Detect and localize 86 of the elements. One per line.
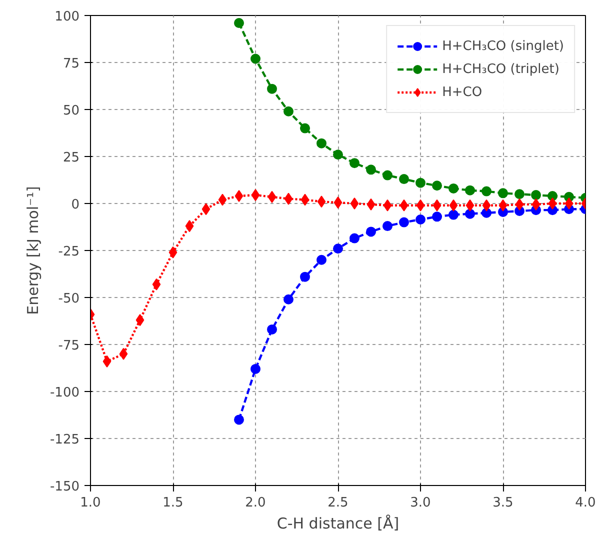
point <box>432 199 442 212</box>
point <box>152 278 161 290</box>
point <box>449 199 458 212</box>
point <box>250 54 260 64</box>
x-tick-label: 1.5 <box>162 496 184 510</box>
point <box>251 189 260 202</box>
y-tick-label: 100 <box>54 10 80 24</box>
point <box>300 123 310 134</box>
y-tick-label: -25 <box>58 244 80 260</box>
x-tick-label: 2.0 <box>245 496 266 510</box>
point <box>465 208 475 219</box>
point <box>267 324 277 334</box>
point <box>300 272 310 282</box>
point <box>284 106 294 116</box>
point <box>102 355 112 368</box>
point <box>234 414 244 425</box>
point <box>366 164 376 175</box>
point <box>350 198 359 210</box>
point <box>399 174 409 184</box>
point <box>416 214 426 224</box>
x-tick-label: 1.0 <box>80 496 101 510</box>
y-axis-title: Energy [kJ mol⁻¹] <box>24 186 42 315</box>
point <box>300 194 310 206</box>
point <box>202 203 210 216</box>
point <box>234 18 244 28</box>
point <box>432 212 442 222</box>
point <box>382 221 392 232</box>
y-tick-label: -50 <box>58 292 80 306</box>
point <box>317 196 326 208</box>
point <box>250 364 260 374</box>
point <box>466 199 474 212</box>
point <box>548 198 557 210</box>
x-tick-label: 2.5 <box>328 496 348 510</box>
point <box>432 180 442 191</box>
point <box>448 183 458 194</box>
point <box>383 199 392 212</box>
point <box>482 186 492 196</box>
x-tick-label: 4.0 <box>575 496 596 510</box>
point <box>498 188 508 198</box>
point <box>514 189 524 200</box>
point <box>334 196 342 209</box>
y-tick-label: -150 <box>50 480 80 494</box>
y-tick-label: 50 <box>62 104 80 118</box>
point <box>482 199 491 212</box>
point <box>350 233 360 244</box>
x-tick-label: 3.5 <box>492 496 514 510</box>
point <box>448 210 458 220</box>
y-tick-label: 25 <box>62 150 80 166</box>
x-tick-label: 3.0 <box>410 496 431 510</box>
point <box>316 254 326 265</box>
point <box>564 198 574 210</box>
y-tick-label: -75 <box>58 338 80 354</box>
point <box>531 190 541 200</box>
point <box>515 198 524 210</box>
point <box>284 294 294 304</box>
point <box>366 198 376 210</box>
point <box>316 138 326 148</box>
point <box>333 244 343 254</box>
point <box>284 192 293 205</box>
point <box>416 178 426 188</box>
y-tick-label: -125 <box>50 432 80 448</box>
point <box>218 194 227 206</box>
y-tick-label: -100 <box>50 386 80 400</box>
y-tick-label: 75 <box>62 56 80 72</box>
point <box>366 226 376 237</box>
point <box>333 150 343 160</box>
point <box>136 314 144 326</box>
point <box>465 185 475 196</box>
point <box>382 170 392 180</box>
point <box>532 198 540 210</box>
point <box>416 199 425 212</box>
legend-label: H+CO <box>442 84 482 100</box>
point <box>168 246 178 258</box>
point <box>498 199 508 212</box>
point <box>400 199 408 212</box>
point <box>399 217 409 228</box>
point <box>350 158 360 168</box>
legend-label: H+CH₃CO (triplet) <box>442 62 560 76</box>
point <box>267 84 277 94</box>
point <box>234 190 244 202</box>
point <box>185 220 194 232</box>
point <box>119 348 128 360</box>
point <box>268 190 276 203</box>
x-axis-title: C-H distance [Å] <box>276 514 400 532</box>
y-tick-label: 0 <box>71 198 80 212</box>
legend-label: H+CH₃CO (singlet) <box>442 38 564 54</box>
